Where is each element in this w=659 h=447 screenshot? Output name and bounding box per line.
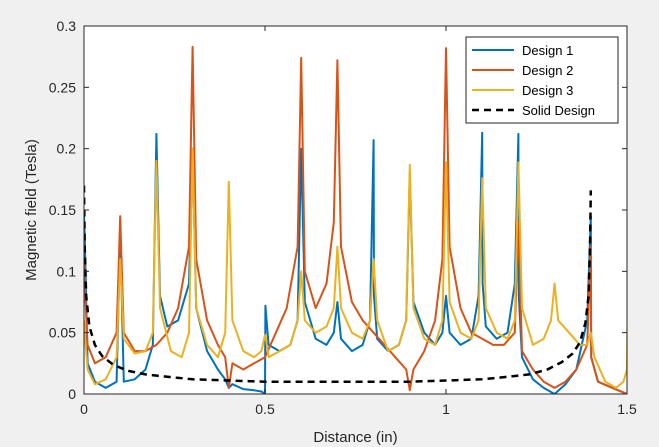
series-line-4 [84,185,593,383]
legend: Design 1 Design 2 Design 3 Solid Design [465,36,619,124]
legend-box [465,36,619,124]
legend-label-1: Design 1 [522,43,573,58]
y-tick-label: 0.25 [49,79,76,95]
y-tick-label: 0.1 [57,263,77,279]
series-layer [84,45,627,394]
y-tick-label: 0.15 [49,202,76,218]
x-axis-label: Distance (in) [313,429,397,446]
y-tick-label: 0.2 [57,141,77,157]
y-axis-label: Magnetic field (Tesla) [23,139,40,281]
series-line-3 [84,147,627,389]
y-tick-label: 0.3 [57,18,77,34]
x-tick-label: 0 [80,401,88,417]
x-tick-label: 0.5 [255,401,275,417]
legend-label-2: Design 2 [522,63,573,78]
tick-layer: 0 0.5 1 1.5 0 0.05 0.1 0.15 0.2 0.25 0.3 [49,18,637,417]
y-tick-label: 0.05 [49,325,76,341]
x-tick-label: 1.5 [617,401,637,417]
legend-label-4: Solid Design [522,103,595,118]
y-tick-label: 0 [68,386,76,402]
series-line-2 [84,45,627,394]
series-line-1 [84,131,627,394]
x-tick-label: 1 [442,401,450,417]
legend-label-3: Design 3 [522,83,573,98]
